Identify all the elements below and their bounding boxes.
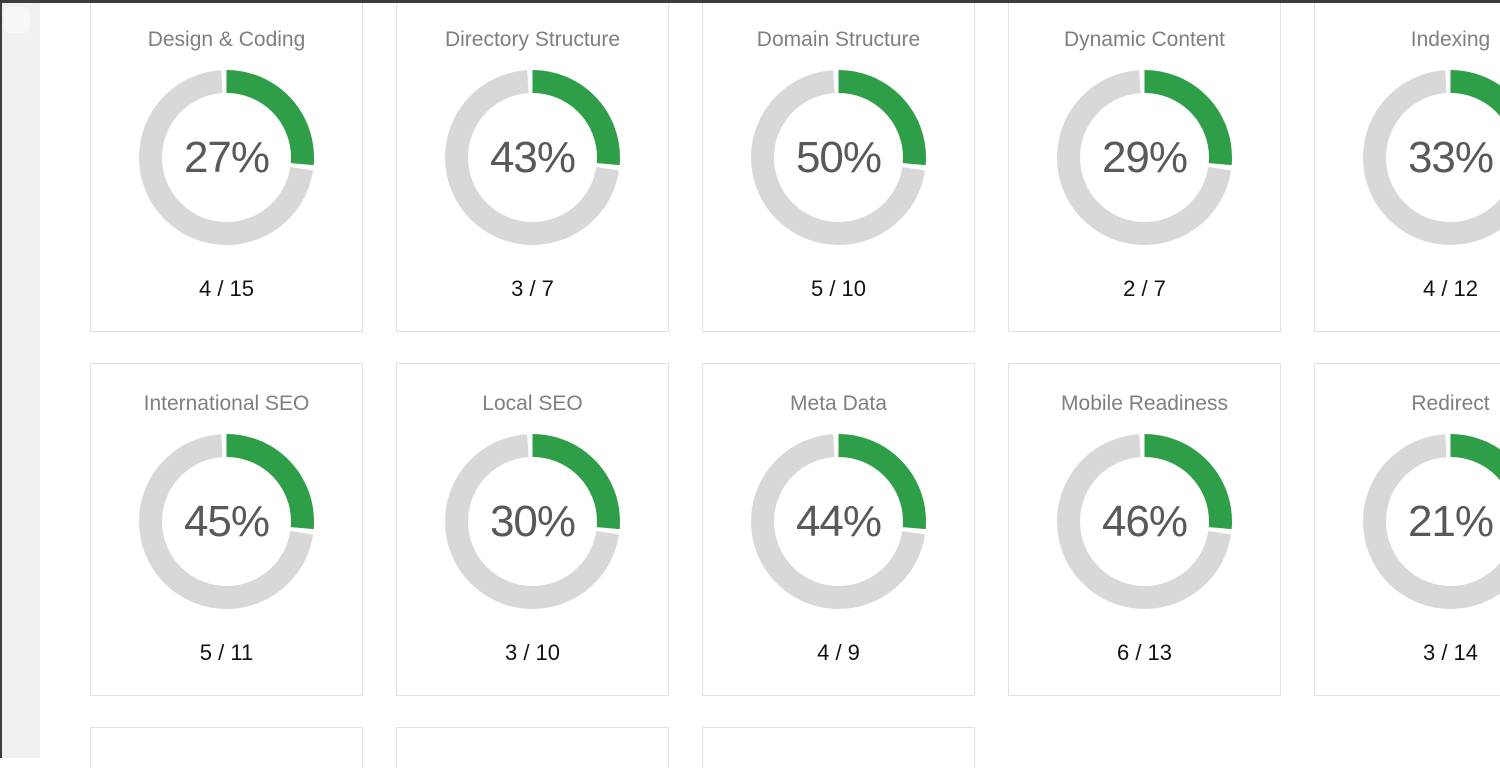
category-title: Mobile Readiness (1009, 364, 1280, 417)
category-card-partial[interactable] (396, 727, 669, 768)
donut-chart: 29% (1057, 70, 1232, 245)
percent-label: 33% (1363, 70, 1500, 245)
percent-label: 27% (139, 70, 314, 245)
scrollbar-track[interactable] (2, 3, 40, 758)
donut-chart: 30% (445, 434, 620, 609)
category-title: Design & Coding (91, 0, 362, 53)
category-title: International SEO (91, 364, 362, 417)
percent-label: 50% (751, 70, 926, 245)
donut-chart: 46% (1057, 434, 1232, 609)
top-border-bar (0, 0, 1500, 3)
donut-chart: 45% (139, 434, 314, 609)
donut-chart: 43% (445, 70, 620, 245)
donut-chart: 50% (751, 70, 926, 245)
category-title: Local SEO (397, 364, 668, 417)
score-label: 3 / 14 (1315, 640, 1500, 666)
percent-label: 44% (751, 434, 926, 609)
category-card-partial[interactable] (90, 727, 363, 768)
score-label: 4 / 12 (1315, 276, 1500, 302)
category-title: Dynamic Content (1009, 0, 1280, 53)
category-title: Domain Structure (703, 0, 974, 53)
category-card[interactable]: Design & Coding 27% 4 / 15 (90, 0, 363, 332)
category-card[interactable]: International SEO 45% 5 / 11 (90, 363, 363, 696)
percent-label: 46% (1057, 434, 1232, 609)
percent-label: 43% (445, 70, 620, 245)
donut-chart: 33% (1363, 70, 1500, 245)
category-card[interactable]: Redirect 21% 3 / 14 (1314, 363, 1500, 696)
category-card[interactable]: Directory Structure 43% 3 / 7 (396, 0, 669, 332)
score-label: 5 / 11 (91, 640, 362, 666)
category-title: Indexing (1315, 0, 1500, 53)
left-border-edge (0, 0, 2, 758)
donut-chart: 27% (139, 70, 314, 245)
percent-label: 21% (1363, 434, 1500, 609)
donut-chart: 44% (751, 434, 926, 609)
category-gauge-grid: Design & Coding 27% 4 / 15 Directory Str… (90, 0, 1500, 768)
scrollbar-thumb[interactable] (4, 7, 30, 33)
score-label: 3 / 7 (397, 276, 668, 302)
category-title: Directory Structure (397, 0, 668, 53)
category-title: Redirect (1315, 364, 1500, 417)
score-label: 3 / 10 (397, 640, 668, 666)
category-card[interactable]: Dynamic Content 29% 2 / 7 (1008, 0, 1281, 332)
category-title: Meta Data (703, 364, 974, 417)
category-card[interactable]: Meta Data 44% 4 / 9 (702, 363, 975, 696)
score-label: 2 / 7 (1009, 276, 1280, 302)
category-card[interactable]: Indexing 33% 4 / 12 (1314, 0, 1500, 332)
donut-chart: 21% (1363, 434, 1500, 609)
score-label: 5 / 10 (703, 276, 974, 302)
category-card-partial[interactable] (702, 727, 975, 768)
percent-label: 45% (139, 434, 314, 609)
percent-label: 29% (1057, 70, 1232, 245)
percent-label: 30% (445, 434, 620, 609)
category-card[interactable]: Domain Structure 50% 5 / 10 (702, 0, 975, 332)
category-card[interactable]: Local SEO 30% 3 / 10 (396, 363, 669, 696)
score-label: 6 / 13 (1009, 640, 1280, 666)
score-label: 4 / 9 (703, 640, 974, 666)
score-label: 4 / 15 (91, 276, 362, 302)
category-card[interactable]: Mobile Readiness 46% 6 / 13 (1008, 363, 1281, 696)
